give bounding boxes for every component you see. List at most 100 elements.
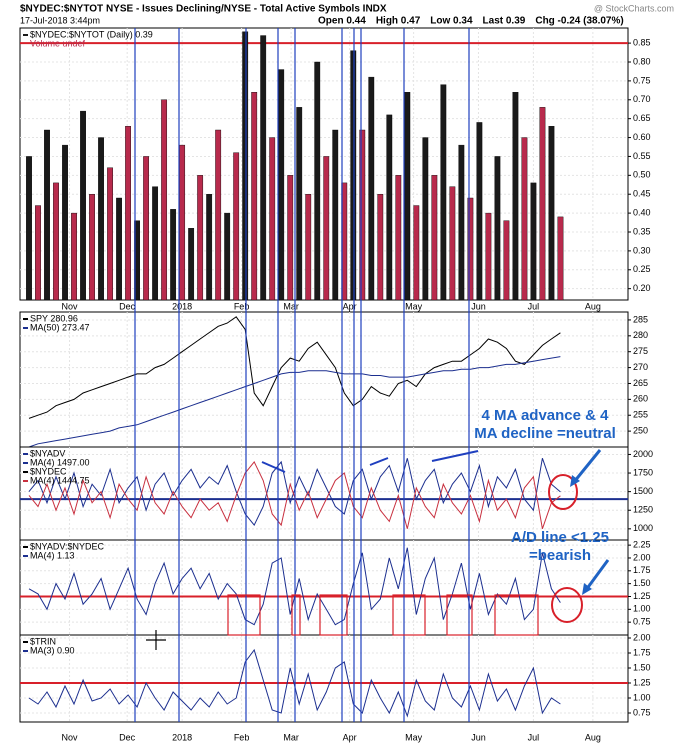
arrow-head [570, 475, 580, 487]
y-tick-label: 1.75 [633, 647, 651, 657]
y-tick-label: 275 [633, 346, 648, 356]
y-tick-label: 0.30 [633, 245, 651, 255]
x-tick-label: May [405, 301, 423, 311]
x-tick-label: Jul [528, 301, 540, 311]
x-tick-label: Dec [119, 301, 136, 311]
bar [467, 197, 474, 301]
y-tick-label: 1.00 [633, 604, 651, 614]
y-tick-label: 0.80 [633, 56, 651, 66]
bar [206, 194, 213, 301]
box-highlight [291, 594, 301, 636]
y-tick-label: 1750 [633, 467, 653, 477]
annotation: 4 MA advance & 4 [482, 407, 610, 424]
bar [431, 175, 438, 301]
legend-label: MA(50) 273.47 [30, 322, 90, 332]
y-tick-label: 1500 [633, 486, 653, 496]
legend-label: SPY 280.96 [30, 313, 78, 323]
bar [44, 129, 50, 301]
y-tick-label: 1250 [633, 505, 653, 515]
quote-item: Last 0.39 [483, 16, 526, 27]
quote-item: Open 0.44 [318, 16, 366, 27]
x-tick-label: Aug [585, 732, 601, 742]
bar [512, 92, 519, 301]
bar [260, 35, 267, 301]
circle-highlight [548, 474, 578, 510]
watermark: @ StockCharts.com [594, 3, 674, 13]
bar [152, 186, 159, 301]
y-tick-label: 1.50 [633, 578, 651, 588]
bar [80, 110, 86, 301]
arrow [261, 461, 286, 473]
legend-label: MA(4) 1444.75 [30, 475, 90, 485]
bar [233, 152, 240, 301]
bar [107, 167, 113, 301]
bar [368, 76, 375, 301]
box-highlight [319, 594, 348, 636]
y-tick-label: 0.75 [633, 707, 651, 717]
x-tick-label: Dec [119, 732, 136, 742]
bar [458, 144, 465, 301]
bar [548, 126, 555, 301]
arrow [572, 449, 602, 483]
box-highlight [392, 594, 426, 636]
y-tick-label: 2.00 [633, 552, 651, 562]
box-highlight [446, 594, 473, 636]
x-tick-label: Jun [471, 732, 486, 742]
bar [188, 228, 195, 301]
bar [377, 194, 384, 301]
y-tick-label: 0.75 [633, 617, 651, 627]
annotation: A/D line <1.25 [511, 529, 609, 546]
bar [386, 114, 393, 301]
annotation: MA decline =neutral [474, 425, 616, 442]
bar [53, 182, 59, 301]
legend-label: $NYDEC [30, 466, 67, 476]
bar [161, 99, 168, 301]
bar [179, 144, 186, 301]
y-tick-label: 0.85 [633, 37, 651, 47]
bar [503, 220, 510, 301]
y-tick-label: 2.00 [633, 632, 651, 642]
bar [224, 212, 231, 301]
arrow [369, 457, 389, 466]
bar [26, 156, 32, 301]
y-tick-label: 0.75 [633, 75, 651, 85]
y-tick-label: 2000 [633, 449, 653, 459]
legend-label: $NYADV:$NYDEC [30, 541, 105, 551]
bar [422, 137, 429, 301]
y-tick-label: 0.60 [633, 132, 651, 142]
y-tick-label: 0.40 [633, 207, 651, 217]
legend-label: $NYDEC:$NYTOT (Daily) 0.39 [30, 29, 153, 39]
bar [143, 156, 150, 301]
bar [485, 212, 492, 301]
bar [71, 212, 77, 301]
arrow-head [582, 583, 592, 595]
legend-label: MA(3) 0.90 [30, 645, 75, 655]
bar [89, 194, 95, 301]
y-tick-label: 260 [633, 394, 648, 404]
y-tick-label: 255 [633, 410, 648, 420]
quote-item: High 0.47 [376, 16, 421, 27]
legend-label: $TRIN [30, 636, 56, 646]
bar [521, 137, 528, 301]
bar [449, 186, 456, 301]
quote: Open 0.44 High 0.47 Low 0.34 Last 0.39 Chg -… [318, 16, 624, 27]
bar [305, 194, 312, 301]
bar [296, 107, 303, 301]
x-tick-label: 2018 [172, 732, 192, 742]
bar [395, 175, 402, 301]
x-tick-label: Mar [283, 732, 299, 742]
quote-item: Chg -0.24 (38.07%) [535, 16, 623, 27]
bar [35, 205, 41, 301]
box-highlight [227, 594, 261, 636]
bar [350, 50, 357, 301]
y-tick-label: 0.50 [633, 170, 651, 180]
bar [404, 92, 411, 301]
quote-item: Low 0.34 [430, 16, 473, 27]
y-tick-label: 0.70 [633, 94, 651, 104]
x-tick-label: Apr [343, 301, 357, 311]
bar [413, 205, 420, 301]
x-tick-label: Jun [471, 301, 486, 311]
bar [98, 137, 104, 301]
x-tick-label: Nov [62, 301, 79, 311]
